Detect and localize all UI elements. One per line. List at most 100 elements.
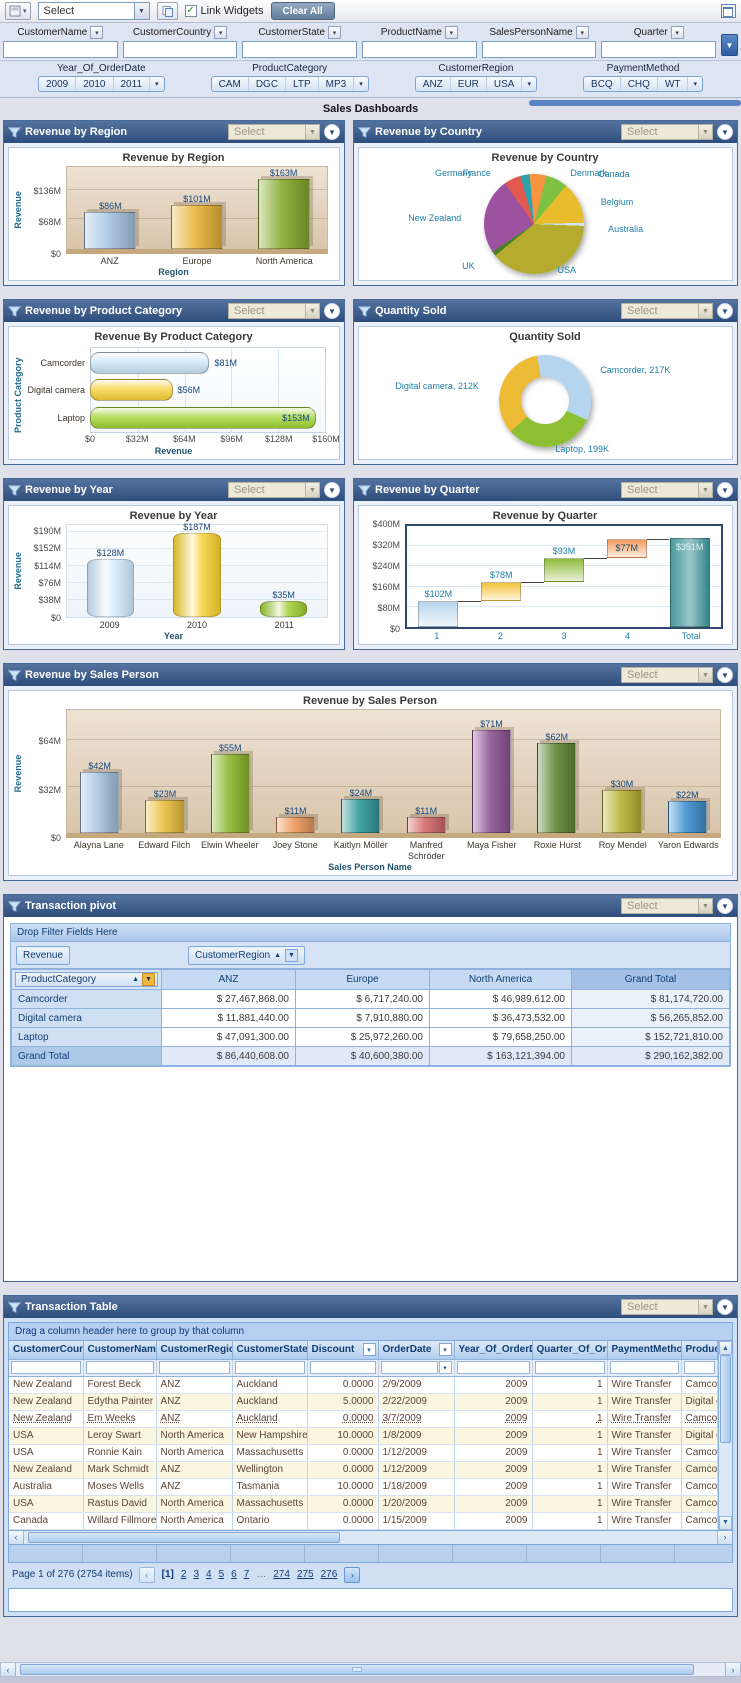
- widget-header[interactable]: Revenue by Year Select ▼ ▼: [4, 479, 344, 501]
- filter-input-customercountry[interactable]: [122, 41, 238, 58]
- widget-header[interactable]: Transaction pivot Select ▼ ▼: [4, 895, 737, 917]
- widget-select-dropdown[interactable]: Select ▼: [621, 898, 713, 914]
- clear-all-button[interactable]: Clear All: [270, 2, 335, 20]
- column-filter-dropdown-icon[interactable]: ▾: [362, 1343, 376, 1356]
- filter-input-customername[interactable]: [3, 41, 118, 58]
- widget-header[interactable]: Transaction Table Select ▼ ▼: [4, 1296, 737, 1318]
- page-link-7[interactable]: 7: [243, 1569, 250, 1580]
- column-filter-input-customerregion[interactable]: [158, 1361, 230, 1374]
- scroll-down-icon[interactable]: ▼: [719, 1515, 732, 1530]
- horizontal-scroll-thumb[interactable]: [28, 1531, 340, 1543]
- widget-header[interactable]: Revenue by Country Select ▼ ▼: [354, 121, 737, 143]
- current-page[interactable]: [1]: [161, 1569, 174, 1580]
- filter-field-dropdown-icon[interactable]: ▾: [214, 26, 228, 39]
- filter-group-dropdown-icon[interactable]: ▾: [527, 81, 531, 88]
- widget-collapse-button[interactable]: ▼: [324, 124, 340, 140]
- column-header-paymentmethod[interactable]: PaymentMethod: [607, 1341, 682, 1360]
- pivot-column-header-grand-total[interactable]: Grand Total: [571, 969, 730, 990]
- column-header-discount[interactable]: Discount ▾: [307, 1341, 379, 1360]
- column-header-customerregion[interactable]: CustomerRegion: [156, 1341, 233, 1360]
- checkbox-checked-icon[interactable]: ✓: [184, 5, 197, 17]
- filter-group-dropdown-icon[interactable]: ▾: [359, 81, 363, 88]
- scroll-up-icon[interactable]: ▲: [719, 1341, 732, 1355]
- filter-field-dropdown-icon[interactable]: ▾: [328, 26, 342, 39]
- widget-select-dropdown[interactable]: Select ▼: [621, 124, 713, 140]
- pivot-row-header[interactable]: Laptop: [11, 1027, 162, 1047]
- filter-option-2009[interactable]: 2009: [39, 77, 77, 91]
- widget-collapse-button[interactable]: ▼: [324, 303, 340, 319]
- filter-option-chq[interactable]: CHQ: [621, 77, 658, 91]
- pivot-column-header-anz[interactable]: ANZ: [161, 969, 296, 990]
- pivot-field-dropdown-icon[interactable]: ▼: [142, 973, 155, 986]
- vertical-scrollbar[interactable]: ▲ ▼: [718, 1341, 732, 1530]
- widget-collapse-button[interactable]: ▼: [717, 482, 733, 498]
- table-horizontal-scrollbar[interactable]: ‹ ›: [8, 1530, 733, 1545]
- column-header-customerstate[interactable]: CustomerState: [232, 1341, 308, 1360]
- table-row[interactable]: USA Leroy Swart North America New Hampshire…: [9, 1427, 718, 1445]
- filter-field-dropdown-icon[interactable]: ▾: [444, 26, 458, 39]
- page-link-6[interactable]: 6: [231, 1569, 237, 1580]
- widget-header[interactable]: Revenue by Region Select ▼ ▼: [4, 121, 344, 143]
- widget-collapse-button[interactable]: ▼: [717, 124, 733, 140]
- page-scroll-thumb[interactable]: [20, 1664, 694, 1675]
- filter-option-eur[interactable]: EUR: [451, 77, 487, 91]
- widget-collapse-button[interactable]: ▼: [717, 898, 733, 914]
- column-header-productcategory[interactable]: ProductCategory: [681, 1341, 718, 1360]
- pivot-field-dropdown-icon[interactable]: ▼: [285, 948, 299, 962]
- pivot-data-field-button[interactable]: Revenue: [16, 945, 71, 965]
- filter-input-salespersonname[interactable]: [481, 41, 597, 58]
- filter-option-2011[interactable]: 2011: [114, 77, 151, 91]
- filter-field-dropdown-icon[interactable]: ▾: [575, 26, 589, 39]
- restore-window-icon[interactable]: [721, 4, 736, 18]
- page-link-276[interactable]: 276: [320, 1569, 338, 1580]
- column-header-orderdate[interactable]: OrderDate ▾: [378, 1341, 455, 1360]
- filter-input-quarter[interactable]: [601, 41, 717, 58]
- pivot-column-field-button[interactable]: CustomerRegion ▲ ▼: [188, 945, 306, 965]
- filter-field-dropdown-icon[interactable]: ▾: [670, 26, 684, 39]
- pivot-column-header-north-america[interactable]: North America: [429, 969, 572, 990]
- filter-option-wt[interactable]: WT: [658, 77, 689, 91]
- widget-collapse-button[interactable]: ▼: [717, 1299, 733, 1315]
- save-menu-button[interactable]: ▾: [5, 2, 31, 20]
- page-horizontal-scrollbar[interactable]: ‹ ›: [0, 1662, 741, 1677]
- scroll-right-icon[interactable]: ›: [725, 1663, 740, 1676]
- partial-horizontal-scrollbar[interactable]: [529, 100, 741, 106]
- page-scroll-track[interactable]: [16, 1663, 725, 1676]
- filter-option-bcq[interactable]: BCQ: [584, 77, 621, 91]
- filter-dropdown-icon[interactable]: ▾: [438, 1361, 452, 1374]
- column-header-quarter_of_orderdate[interactable]: Quarter_Of_OrderDate: [532, 1341, 608, 1360]
- link-widgets-checkbox[interactable]: ✓ Link Widgets: [184, 5, 264, 17]
- widget-header[interactable]: Quantity Sold Select ▼ ▼: [354, 300, 737, 322]
- filter-input-productname[interactable]: [362, 41, 477, 58]
- table-row[interactable]: New Zealand Edytha Painter ANZ Auckland 5.00…: [9, 1393, 718, 1411]
- column-filter-input-discount[interactable]: [309, 1361, 376, 1374]
- pivot-filter-drop-area[interactable]: Drop Filter Fields Here: [11, 924, 730, 942]
- widget-select-dropdown[interactable]: Select ▼: [621, 667, 713, 683]
- filter-option-anz[interactable]: ANZ: [416, 77, 451, 91]
- filter-option-usa[interactable]: USA: [487, 77, 523, 91]
- filter-option-cam[interactable]: CAM: [212, 77, 249, 91]
- scroll-right-icon[interactable]: ›: [717, 1530, 732, 1544]
- table-row[interactable]: Australia Moses Wells ANZ Tasmania 10.0000 1/…: [9, 1478, 718, 1496]
- column-filter-input-customerstate[interactable]: [234, 1361, 305, 1374]
- widget-select-dropdown[interactable]: Select ▼: [228, 303, 320, 319]
- vertical-scroll-track[interactable]: [719, 1355, 732, 1516]
- filter-input-customerstate[interactable]: [242, 41, 358, 58]
- pivot-row-header[interactable]: Grand Total: [11, 1046, 162, 1066]
- widget-select-dropdown[interactable]: Select ▼: [621, 482, 713, 498]
- widget-collapse-button[interactable]: ▼: [717, 667, 733, 683]
- table-row[interactable]: New Zealand Mark Schmidt ANZ Wellington 0.00…: [9, 1461, 718, 1479]
- column-filter-input-paymentmethod[interactable]: [609, 1361, 679, 1374]
- page-link-275[interactable]: 275: [296, 1569, 314, 1580]
- page-link-5[interactable]: 5: [218, 1569, 225, 1580]
- column-header-customername[interactable]: CustomerName: [83, 1341, 157, 1360]
- filter-group-dropdown-icon[interactable]: ▾: [693, 81, 697, 88]
- previous-page-button[interactable]: ‹: [138, 1566, 155, 1583]
- pivot-row-field-button[interactable]: ProductCategory ▲ ▼: [15, 972, 158, 987]
- column-filter-input-customername[interactable]: [85, 1361, 154, 1374]
- widget-header[interactable]: Revenue by Sales Person Select ▼ ▼: [4, 664, 737, 686]
- widget-header[interactable]: Revenue by Product Category Select ▼ ▼: [4, 300, 344, 322]
- widget-header[interactable]: Revenue by Quarter Select ▼ ▼: [354, 479, 737, 501]
- copy-layout-button[interactable]: [156, 2, 178, 20]
- page-link-4[interactable]: 4: [206, 1569, 212, 1580]
